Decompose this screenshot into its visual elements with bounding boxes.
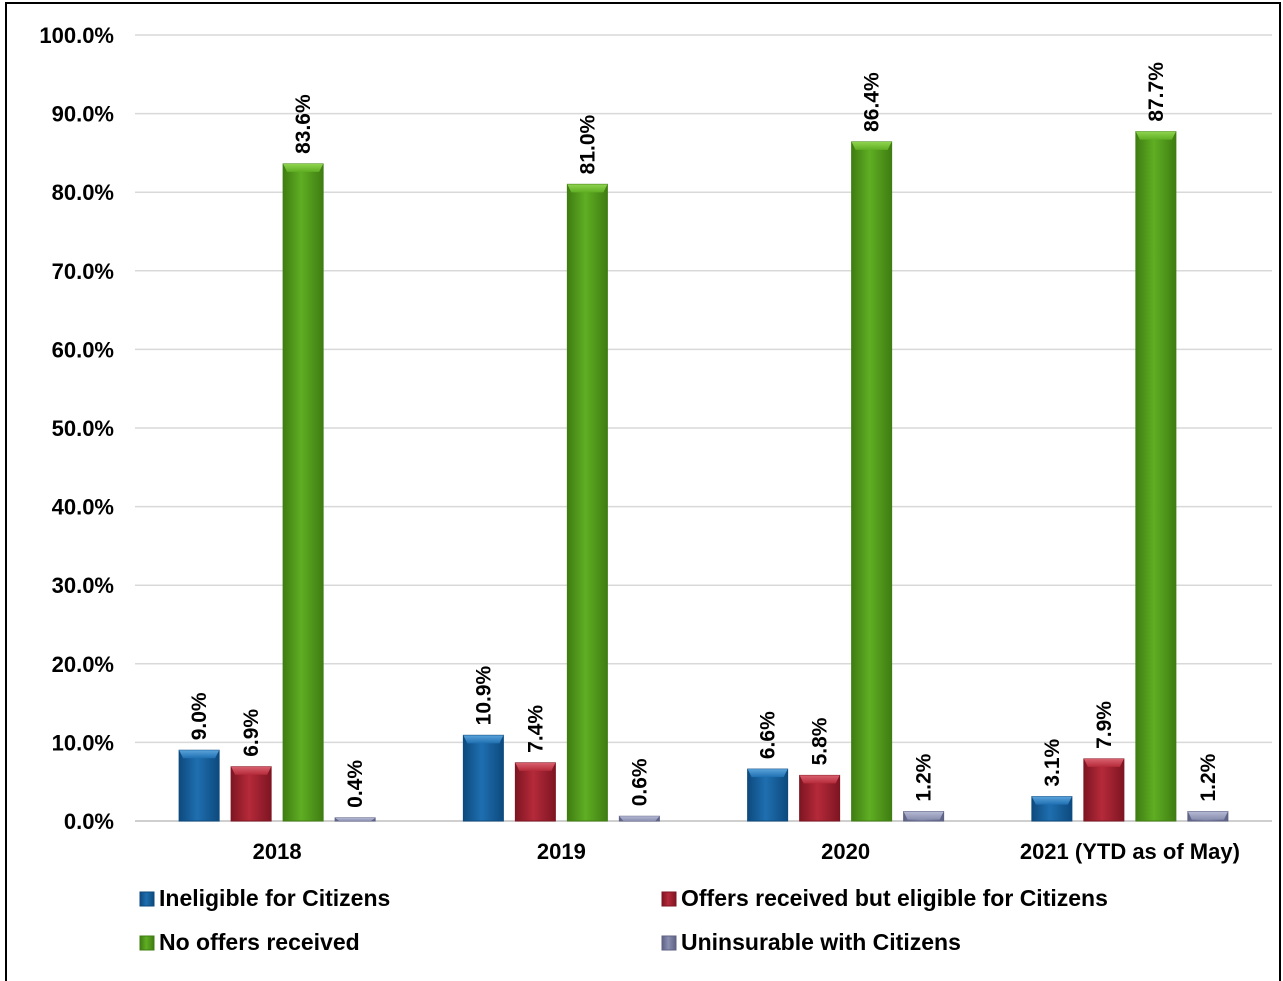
data-label: 0.4% bbox=[344, 760, 367, 808]
data-label: 1.2% bbox=[913, 753, 936, 801]
data-label: 7.4% bbox=[524, 705, 547, 753]
legend-item: No offers received bbox=[139, 929, 360, 955]
data-label: 3.1% bbox=[1041, 738, 1064, 786]
y-tick-label: 40.0% bbox=[52, 495, 114, 520]
data-label: 6.6% bbox=[757, 711, 780, 759]
bar bbox=[1135, 131, 1177, 822]
data-labels: 9.0% 6.9% 83.6% 0.4% 10.9% 7.4% 81.0% 0.6% 6.6% 5… bbox=[188, 62, 1220, 808]
bar bbox=[1083, 758, 1125, 822]
y-axis-ticks: 0.0% 10.0% 20.0% 30.0% 40.0% 50.0% 60.0% 70.0% 8… bbox=[39, 23, 114, 834]
bar-bevel bbox=[1083, 758, 1124, 767]
data-label: 5.8% bbox=[809, 717, 832, 765]
bar-bevel bbox=[851, 141, 892, 150]
bar bbox=[747, 768, 789, 822]
data-label: 0.6% bbox=[628, 758, 651, 806]
data-label: 9.0% bbox=[188, 692, 211, 740]
data-label: 1.2% bbox=[1197, 753, 1220, 801]
x-category-label: 2021 (YTD as of May) bbox=[1020, 839, 1240, 864]
bar bbox=[566, 183, 608, 822]
bar-bevel bbox=[231, 766, 272, 775]
y-tick-label: 60.0% bbox=[52, 337, 114, 362]
x-category-label: 2020 bbox=[821, 839, 870, 864]
x-axis-categories: 2018 2019 2020 2021 (YTD as of May) bbox=[253, 839, 1240, 864]
legend-label: Uninsurable with Citizens bbox=[681, 929, 961, 955]
bar-bevel bbox=[567, 184, 608, 193]
legend-label: Ineligible for Citizens bbox=[159, 885, 390, 911]
bar-bevel bbox=[463, 735, 504, 744]
data-label: 6.9% bbox=[240, 709, 263, 757]
y-tick-label: 20.0% bbox=[52, 652, 114, 677]
bar bbox=[851, 141, 893, 822]
bars bbox=[178, 131, 1229, 822]
bar-bevel bbox=[619, 816, 660, 821]
bar-bevel bbox=[1135, 131, 1176, 140]
gridlines bbox=[135, 34, 1272, 822]
bar-bevel bbox=[179, 750, 220, 759]
bar-bevel bbox=[283, 163, 324, 172]
bar-bevel bbox=[903, 811, 944, 820]
bar-bevel bbox=[799, 775, 840, 784]
y-tick-label: 30.0% bbox=[52, 573, 114, 598]
y-tick-label: 0.0% bbox=[64, 809, 114, 834]
y-tick-label: 10.0% bbox=[52, 730, 114, 755]
legend: Ineligible for Citizens Offers received b… bbox=[139, 885, 1108, 955]
y-tick-label: 50.0% bbox=[52, 416, 114, 441]
bar bbox=[282, 163, 324, 822]
y-tick-label: 80.0% bbox=[52, 180, 114, 205]
bar-bevel bbox=[1187, 811, 1228, 820]
bar-bevel bbox=[1031, 796, 1072, 805]
data-label: 7.9% bbox=[1093, 701, 1116, 749]
bar bbox=[178, 749, 220, 822]
y-tick-label: 90.0% bbox=[52, 102, 114, 127]
legend-label: Offers received but eligible for Citizen… bbox=[681, 885, 1108, 911]
legend-swatch bbox=[139, 935, 155, 951]
data-label: 10.9% bbox=[472, 665, 495, 725]
data-label: 86.4% bbox=[861, 72, 884, 132]
legend-item: Ineligible for Citizens bbox=[139, 885, 390, 911]
bar-bevel bbox=[515, 762, 556, 771]
bar-bevel bbox=[335, 817, 376, 821]
data-label: 87.7% bbox=[1145, 62, 1168, 122]
legend-swatch bbox=[661, 935, 677, 951]
y-tick-label: 70.0% bbox=[52, 259, 114, 284]
legend-label: No offers received bbox=[159, 929, 360, 955]
legend-swatch bbox=[661, 891, 677, 907]
y-tick-label: 100.0% bbox=[39, 23, 114, 48]
legend-item: Offers received but eligible for Citizen… bbox=[661, 885, 1108, 911]
bar-bevel bbox=[747, 769, 788, 778]
x-category-label: 2019 bbox=[537, 839, 586, 864]
data-label: 83.6% bbox=[292, 94, 315, 154]
data-label: 81.0% bbox=[576, 114, 599, 174]
bar bbox=[462, 734, 504, 822]
bar bbox=[514, 762, 556, 822]
x-category-label: 2018 bbox=[253, 839, 302, 864]
legend-item: Uninsurable with Citizens bbox=[661, 929, 961, 955]
bar bbox=[230, 766, 272, 822]
legend-swatch bbox=[139, 891, 155, 907]
